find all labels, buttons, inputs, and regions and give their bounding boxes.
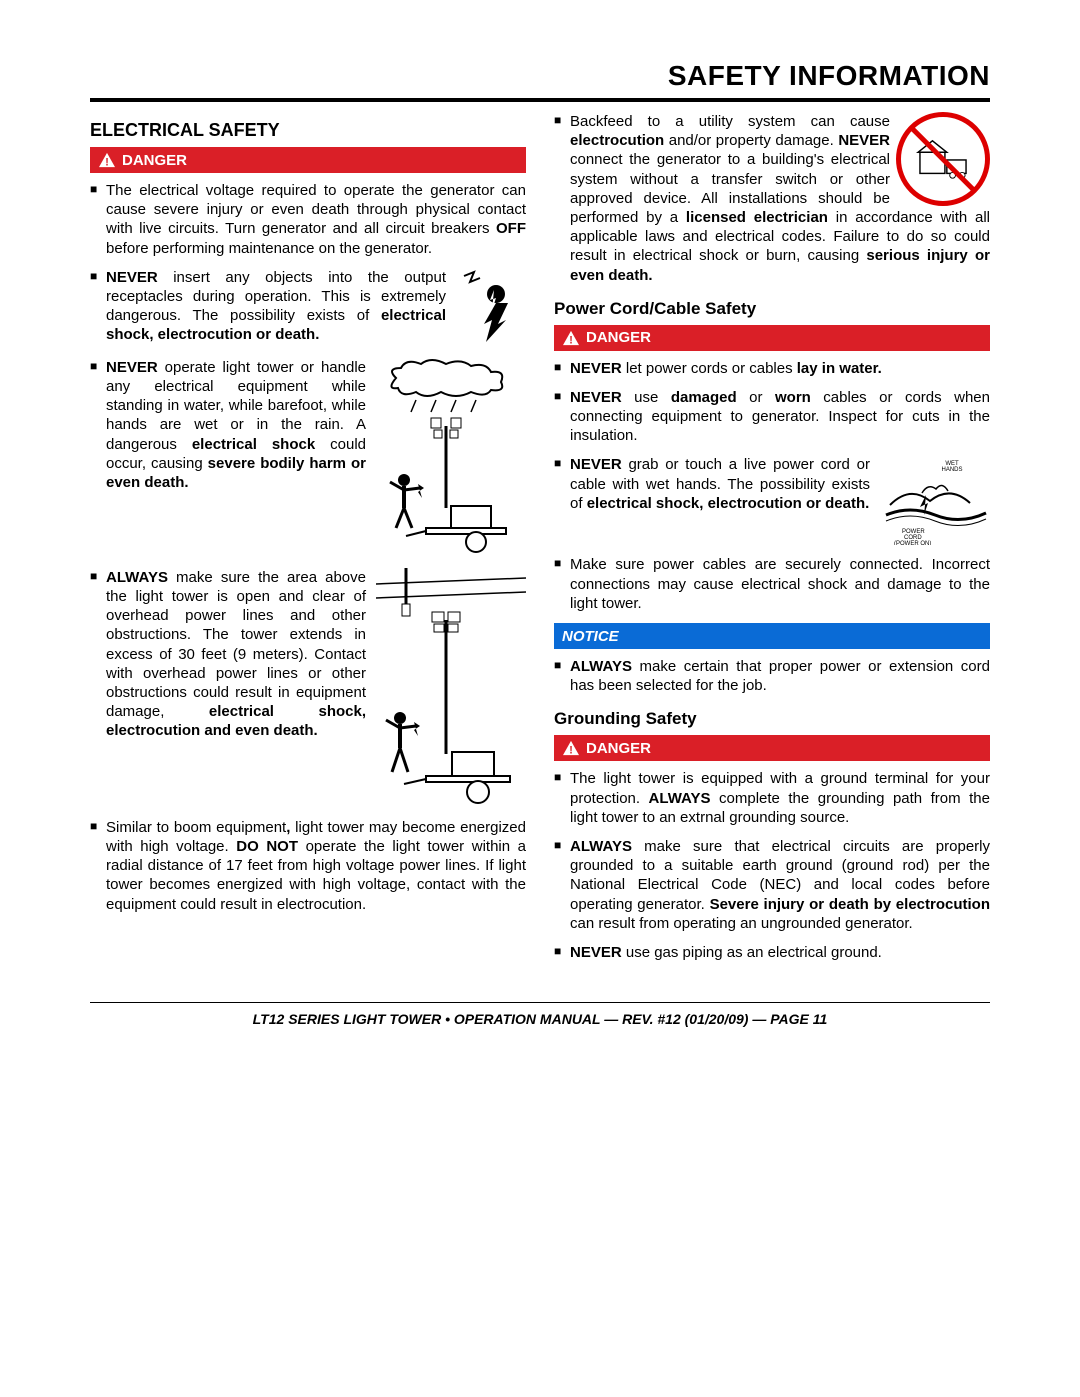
bullet-ground-1: The light tower is equipped with a groun… bbox=[554, 769, 990, 827]
svg-text:!: ! bbox=[105, 156, 109, 168]
bullet-left-3: NEVER operate light tower or handle any … bbox=[90, 358, 526, 558]
warning-triangle-icon: ! bbox=[562, 740, 580, 756]
bullet-left-1: The electrical voltage required to opera… bbox=[90, 181, 526, 258]
warning-triangle-icon: ! bbox=[98, 152, 116, 168]
no-backfeed-icon bbox=[896, 112, 990, 206]
bullet-ground-3: NEVER use gas piping as an electrical gr… bbox=[554, 943, 990, 962]
footer-text: LT12 SERIES LIGHT TOWER • OPERATION MANU… bbox=[90, 1011, 990, 1047]
heading-grounding: Grounding Safety bbox=[554, 709, 990, 729]
left-column: ELECTRICAL SAFETY ! DANGER The electrica… bbox=[90, 112, 526, 972]
svg-text:HANDS: HANDS bbox=[941, 467, 962, 473]
svg-text:!: ! bbox=[569, 334, 573, 346]
svg-text:!: ! bbox=[569, 745, 573, 757]
bullet-left-5: Similar to boom equipment, light tower m… bbox=[90, 818, 526, 914]
danger-label-3: ! DANGER bbox=[554, 735, 990, 761]
page-title: SAFETY INFORMATION bbox=[90, 60, 990, 92]
bullet-left-2: NEVER insert any objects into the output… bbox=[90, 268, 526, 348]
bullet-ground-2: ALWAYS make sure that electrical circuit… bbox=[554, 837, 990, 933]
shock-person-icon bbox=[456, 268, 526, 348]
title-rule bbox=[90, 98, 990, 102]
right-column: Backfeed to a utility system can cause e… bbox=[554, 112, 990, 972]
bullet-power-3: NEVER grab or touch a live power cord or… bbox=[554, 455, 990, 545]
wet-hands-cord-figure: WET HANDS POWER CORD (POWER ON) bbox=[880, 455, 990, 545]
heading-electrical-safety: ELECTRICAL SAFETY bbox=[90, 120, 526, 141]
notice-label: NOTICE bbox=[554, 623, 990, 649]
svg-text:(POWER ON): (POWER ON) bbox=[894, 541, 931, 545]
bullet-backfeed: Backfeed to a utility system can cause e… bbox=[554, 112, 990, 285]
heading-power-cord: Power Cord/Cable Safety bbox=[554, 299, 990, 319]
bullet-power-4: Make sure power cables are securely conn… bbox=[554, 555, 990, 613]
powerline-tower-figure bbox=[376, 568, 526, 808]
danger-label-1: ! DANGER bbox=[90, 147, 526, 173]
footer-rule bbox=[90, 1002, 990, 1003]
bullet-power-1: NEVER let power cords or cables lay in w… bbox=[554, 359, 990, 378]
warning-triangle-icon: ! bbox=[562, 330, 580, 346]
bullet-power-2: NEVER use damaged or worn cables or cord… bbox=[554, 388, 990, 446]
bullet-left-4: ALWAYS make sure the area above the ligh… bbox=[90, 568, 526, 808]
rain-tower-figure bbox=[376, 358, 526, 558]
bullet-notice-1: ALWAYS make certain that proper power or… bbox=[554, 657, 990, 695]
danger-label-2: ! DANGER bbox=[554, 325, 990, 351]
